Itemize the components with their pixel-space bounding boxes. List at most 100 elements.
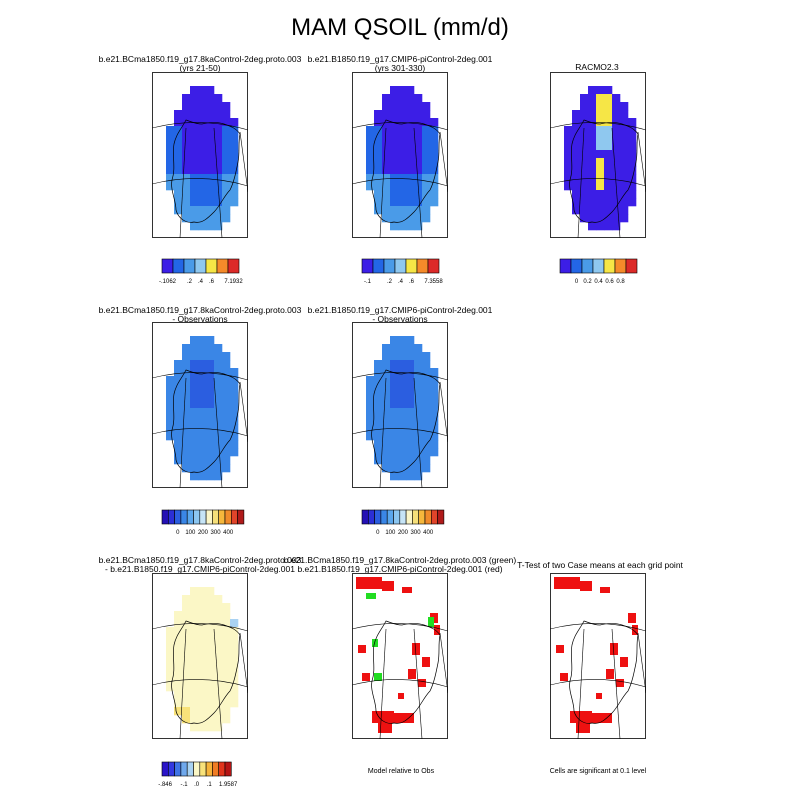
grid-cell [190,174,199,183]
grid-cell [190,675,199,684]
grid-cell [406,190,415,199]
grid-cell [572,110,581,119]
grid-cell [414,440,423,449]
colorbar-svg: -.846 -.1 .0 .1 1.9587 [158,761,238,788]
grid-cell [620,134,629,143]
grid-cell [166,400,175,409]
grid-cell [612,102,621,111]
grid-cell [190,464,199,473]
colorbar-box [161,509,169,525]
grid-cell [230,400,239,409]
grid-cell [398,336,407,345]
grid-cell [390,206,399,215]
grid-cell [604,182,613,191]
colorbar-box [372,258,385,274]
grid-cell [422,360,431,369]
grid-cell [190,651,199,660]
grid-cell [222,198,231,207]
grid-cell [398,368,407,377]
grid-cell [572,142,581,151]
grid-cell [406,456,415,465]
grid-cell [214,416,223,425]
grid-cell [182,206,191,215]
grid-cell [174,611,183,620]
grid-cell [190,384,199,393]
grid-cell [206,174,215,183]
grid-cell [198,715,207,724]
colorbar-box [416,258,429,274]
grid-cell [596,126,605,135]
colorbar-box [205,761,213,777]
grid-cell [166,675,175,684]
grid-cell [406,214,415,223]
grid-cell [382,408,391,417]
grid-cell [398,384,407,393]
grid-cell [190,190,199,199]
map-frame [152,322,248,488]
grid-cell [620,166,629,175]
colorbar-label: 100 [385,530,396,536]
grid-cell [612,150,621,159]
grid-cell [166,424,175,433]
meridian-line [379,628,387,739]
grid-cell [604,150,613,159]
grid-cell [374,360,383,369]
grid-cell [182,182,191,191]
grid-cell [182,611,191,620]
grid-cell [612,190,621,199]
grid-cell [182,659,191,668]
grid-cell [604,142,613,151]
grid-cell [222,464,231,473]
grid-cell [430,368,439,377]
grid-cell [596,86,605,95]
grid-cell [214,643,223,652]
colorbar-box [205,509,213,525]
grid-cell [406,206,415,215]
grid-cell [198,464,207,473]
grid-cell [190,603,199,612]
grid-cell [398,440,407,449]
meridian-line [439,632,448,694]
grid-cell [628,158,637,167]
map-frame [352,322,448,488]
map-svg [152,573,248,739]
grid-cell [366,400,375,409]
grid-cell [596,182,605,191]
grid-cell [422,448,431,457]
colorbar-label: 1.9587 [219,782,238,788]
significant-cell [628,613,636,623]
grid-cell [190,723,199,732]
grid-cell [398,456,407,465]
map-frame [550,72,646,238]
grid-cell [572,174,581,183]
coastline [171,620,241,724]
grid-cell [222,134,231,143]
colorbar-box [424,509,432,525]
grid-cell [382,158,391,167]
grid-cell [214,174,223,183]
grid-cell [166,182,175,191]
grid-cell [190,118,199,127]
parallel-line [152,178,248,187]
grid-cell [398,448,407,457]
colorbar-box [625,258,638,274]
parallel-line [352,372,448,381]
grid-cell [390,376,399,385]
grid-cell [406,158,415,167]
panel-title-ttest: T-Test of two Case means at each grid po… [517,560,683,570]
grid-cell [596,94,605,103]
grid-cell [174,134,183,143]
grid-cell [620,174,629,183]
significant-cell [412,643,420,655]
map-case-difference [152,573,248,739]
grid-cell [182,448,191,457]
grid-cell [580,142,589,151]
grid-cell [174,190,183,199]
grid-cell [206,400,215,409]
grid-cell [198,456,207,465]
grid-cell [612,174,621,183]
grid-cell [190,595,199,604]
grid-cell [430,118,439,127]
grid-cell [230,182,239,191]
grid-cell [206,456,215,465]
